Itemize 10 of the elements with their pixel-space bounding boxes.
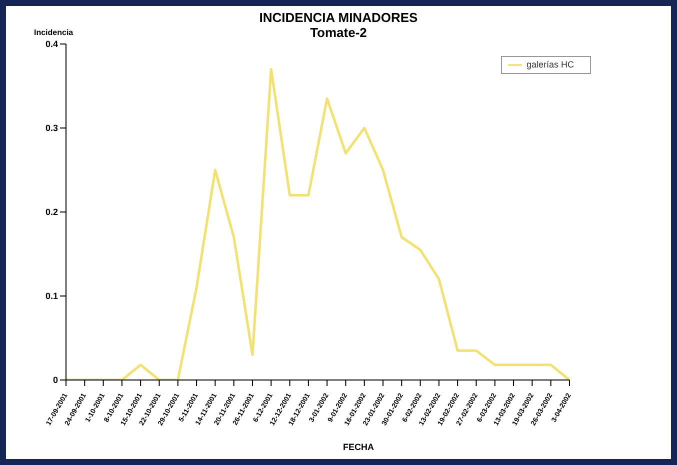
x-axis-title: FECHA <box>342 442 375 452</box>
y-axis-title: Incidencia <box>34 28 74 37</box>
y-tick-label: 0.4 <box>45 39 58 50</box>
chart-title: INCIDENCIA MINADORES <box>258 10 419 25</box>
chart-subtitle: Tomate-2 <box>310 25 367 40</box>
y-tick-label: 0 <box>52 375 58 386</box>
legend-label: galerías HC <box>526 59 574 70</box>
y-tick-label: 0.2 <box>45 207 58 218</box>
y-tick-label: 0.3 <box>45 123 58 134</box>
y-tick-label: 0.1 <box>45 291 58 302</box>
